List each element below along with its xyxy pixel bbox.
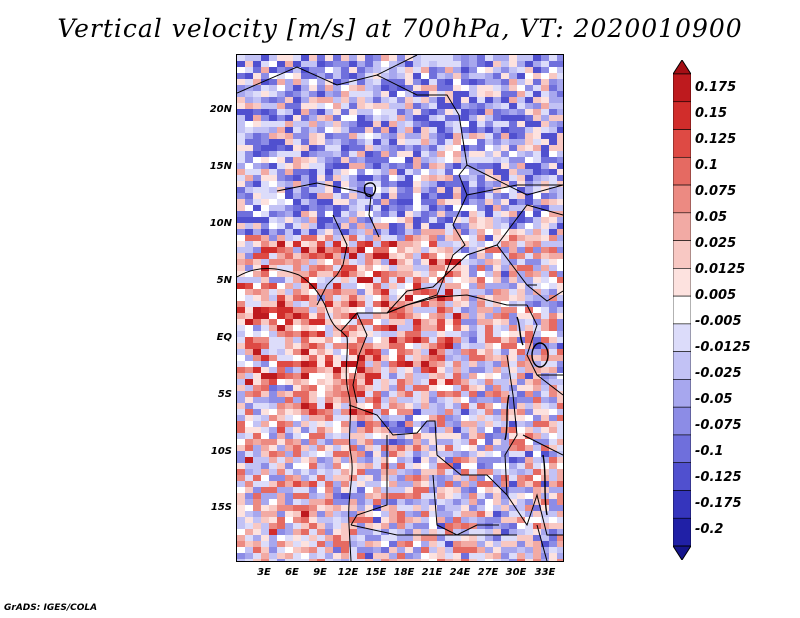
- colorbar-segment: [673, 462, 691, 491]
- colorbar-segment: [673, 323, 691, 352]
- lon-tick-15e: 15E: [365, 567, 387, 578]
- border-south-sudan: [526, 284, 563, 302]
- lat-tick-15s: 15S: [210, 502, 232, 513]
- border-north-africa: [237, 66, 468, 176]
- lat-tick-eq: EQ: [216, 332, 232, 343]
- colorbar-label: 0.1: [695, 158, 719, 173]
- colorbar-segment: [673, 434, 691, 464]
- colorbar-label: -0.2: [695, 522, 724, 537]
- colorbar-label: 0.005: [695, 288, 737, 303]
- lat-tick-5n: 5N: [216, 275, 232, 286]
- colorbar-label: -0.0125: [695, 340, 751, 355]
- velocity-field: [237, 55, 563, 561]
- lat-tick-10s: 10S: [210, 446, 232, 457]
- border-mozambique: [536, 524, 548, 561]
- colorbar-label: 0.0125: [695, 262, 746, 277]
- colorbar-label: 0.025: [695, 236, 737, 251]
- border-uganda-kenya: [526, 304, 563, 376]
- border-niger-nigeria: [276, 182, 380, 238]
- colorbar-segment: [673, 184, 691, 214]
- lon-tick-9e: 9E: [313, 567, 327, 578]
- lon-tick-6e: 6E: [285, 567, 299, 578]
- border-sudan: [466, 184, 563, 246]
- grads-credit: GrADS: IGES/COLA: [4, 603, 98, 613]
- lon-tick-3e: 3E: [257, 567, 271, 578]
- lat-tick-5s: 5S: [217, 389, 232, 400]
- colorbar-label: 0.125: [695, 132, 737, 147]
- colorbar-min-arrow: [673, 545, 691, 560]
- lat-tick-20n: 20N: [209, 104, 232, 115]
- colorbar-segment: [673, 268, 691, 297]
- lon-tick-27e: 27E: [477, 567, 499, 578]
- border-congo-gabon: [340, 312, 368, 404]
- border-chad-libya: [376, 55, 563, 196]
- lon-tick-12e: 12E: [337, 567, 359, 578]
- colorbar-label: -0.125: [695, 470, 742, 485]
- lake-malawi: [542, 454, 548, 516]
- colorbar-label: -0.075: [695, 418, 742, 433]
- colorbar-label: -0.1: [695, 444, 724, 459]
- colorbar-max-arrow: [673, 60, 691, 75]
- chart-title: Vertical velocity [m/s] at 700hPa, VT: 2…: [57, 14, 743, 43]
- colorbar-label: 0.15: [695, 106, 728, 121]
- border-tanzania: [522, 374, 563, 456]
- map-plot-area: [236, 54, 564, 562]
- colorbar-segment: [673, 379, 691, 408]
- lon-tick-21e: 21E: [421, 567, 443, 578]
- colorbar-segment: [673, 517, 691, 547]
- lake-albert: [516, 316, 524, 346]
- lake-tanganyika: [504, 394, 510, 441]
- colorbar-segment: [673, 295, 691, 325]
- colorbar-segment: [673, 351, 691, 380]
- colorbar-label: -0.005: [695, 314, 742, 329]
- coastline: [237, 268, 353, 561]
- colorbar-label: 0.05: [695, 210, 728, 225]
- lat-tick-10n: 10N: [209, 218, 232, 229]
- lake-chad: [363, 182, 377, 197]
- lat-tick-15n: 15N: [209, 161, 232, 172]
- colorbar-label: -0.025: [695, 366, 742, 381]
- colorbar-label: 0.175: [695, 80, 737, 95]
- colorbar-segment: [673, 490, 691, 519]
- colorbar-label: -0.05: [695, 392, 733, 407]
- colorbar-segment: [673, 406, 691, 436]
- lake-victoria: [531, 342, 549, 368]
- lon-tick-33e: 33E: [534, 567, 556, 578]
- colorbar-segment: [673, 73, 691, 103]
- colorbar-segment: [673, 156, 691, 186]
- border-east-lakes: [504, 354, 563, 536]
- colorbar-segment: [673, 129, 691, 158]
- lon-tick-24e: 24E: [449, 567, 471, 578]
- border-drc-angola: [348, 404, 508, 496]
- border-drc-north: [357, 294, 527, 314]
- colorbar-segment: [673, 212, 691, 241]
- velocity-field-map: [237, 55, 563, 561]
- country-borders: [237, 55, 563, 561]
- border-namibia: [350, 524, 517, 536]
- colorbar-label: -0.175: [695, 496, 742, 511]
- colorbar-segment: [673, 101, 691, 130]
- colorbar-label: 0.075: [695, 184, 737, 199]
- colorbar-segment: [673, 240, 691, 269]
- colorbar: [673, 60, 691, 560]
- lon-tick-30e: 30E: [505, 567, 527, 578]
- border-nigeria-cameroon: [316, 214, 348, 306]
- lakes: [363, 182, 549, 516]
- lon-tick-18e: 18E: [393, 567, 415, 578]
